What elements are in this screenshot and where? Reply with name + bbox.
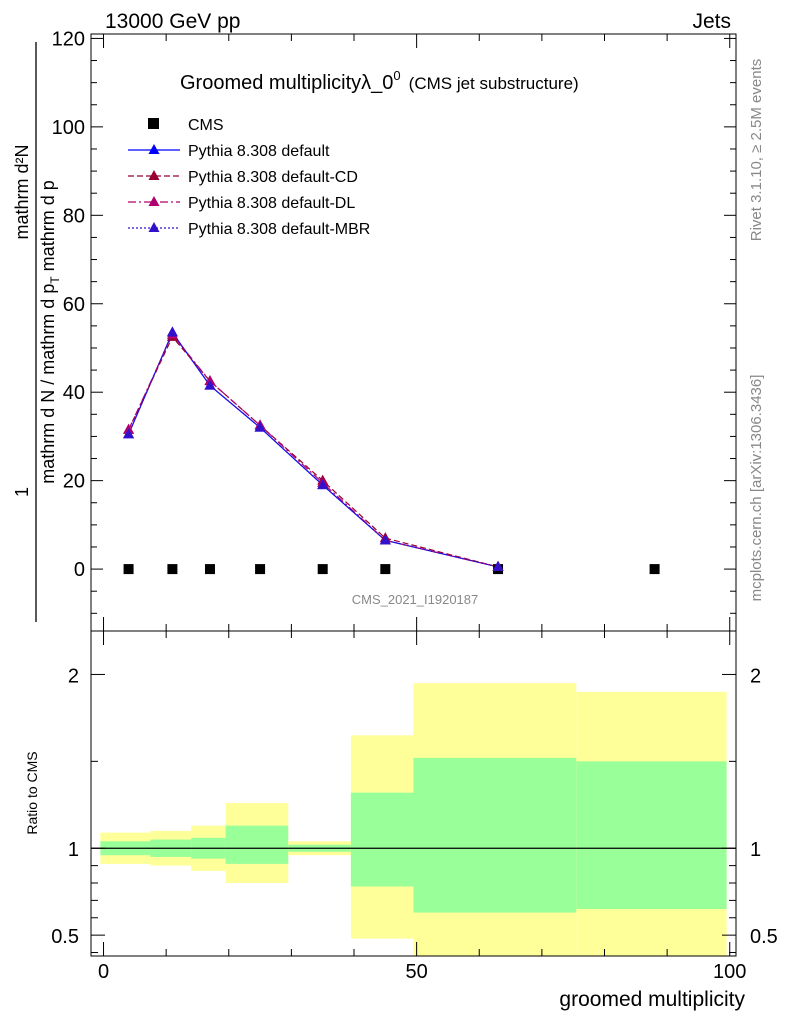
ylabel-denominator: mathrm d N / mathrm d pT mathrm d p	[38, 180, 62, 483]
legend-entry: Pythia 8.308 default-MBR	[128, 221, 370, 238]
cms-data-point	[380, 564, 391, 575]
x-tick-label: 100	[713, 961, 746, 983]
legend-entry: CMS	[148, 117, 224, 134]
ratio-y-tick-label: 2	[68, 665, 79, 687]
series-marker	[254, 421, 266, 432]
cms-data-point	[123, 564, 134, 575]
series-line	[128, 333, 499, 568]
y-tick-label: 0	[74, 559, 85, 581]
x-axis-label: groomed multiplicity	[559, 988, 745, 1011]
ratio-band-green	[413, 757, 577, 913]
series-marker	[492, 560, 504, 571]
x-tick-label: 50	[406, 961, 428, 983]
ratio-y-tick-label: 0.5	[51, 926, 79, 948]
bottom-frame	[90, 630, 737, 957]
ratio-band-green	[350, 792, 414, 887]
y-tick-label: 40	[63, 382, 85, 404]
series-line	[128, 335, 499, 568]
top-panel: 0 20 40 60 80 100 120 Groomed multiplicityλ_00…	[12, 28, 737, 632]
rivet-label: Rivet 3.1.10, ≥ 2.5M events	[748, 59, 765, 242]
cms-data-point	[204, 564, 215, 575]
ylabel-numerator: mathrm d²N	[12, 144, 32, 239]
bottom-panel: 0.5 0.5 1 1 2 2 0 50 100 Ratio to CMS groomed mu…	[24, 630, 778, 1011]
ratio-band-green	[576, 761, 727, 910]
ratio-y-tick-label: 1	[68, 839, 79, 861]
series-marker	[379, 534, 391, 545]
legend-label: Pythia 8.308 default-CD	[188, 169, 358, 186]
ylabel-frac-one: 1	[12, 487, 32, 497]
legend-label: Pythia 8.308 default-MBR	[188, 221, 370, 238]
y-axis-label: 1 mathrm d²N mathrm d N / mathrm d pT ma…	[12, 42, 62, 622]
legend-swatch-marker	[148, 196, 160, 206]
watermark-label: CMS_2021_I1920187	[352, 592, 479, 607]
legend-swatch	[148, 118, 159, 129]
ratio-y-tick-label-right: 1	[750, 839, 761, 861]
ratio-axis-label: Ratio to CMS	[24, 751, 40, 834]
series-marker	[123, 428, 135, 439]
series-line	[128, 331, 499, 568]
ratio-y-tick-label-right: 2	[750, 665, 761, 687]
series-marker	[204, 379, 216, 390]
y-tick-label: 100	[52, 117, 85, 139]
mcplots-label: mcplots.cern.ch [arXiv:1306.3436]	[748, 375, 765, 602]
legend-label: Pythia 8.308 default	[188, 143, 330, 160]
cms-data-point	[255, 564, 266, 575]
plot-title: Groomed multiplicityλ_00 (CMS jet substru…	[180, 68, 579, 94]
y-tick-label: 20	[63, 471, 85, 493]
legend-entry: Pythia 8.308 default	[128, 143, 330, 160]
legend-label: Pythia 8.308 default-DL	[188, 195, 355, 212]
cms-data-point	[167, 564, 178, 575]
y-tick-label: 60	[63, 294, 85, 316]
ratio-y-tick-label-right: 0.5	[750, 926, 778, 948]
header-left: 13000 GeV pp	[105, 10, 240, 33]
y-tick-label: 80	[63, 205, 85, 227]
series-line	[128, 331, 499, 568]
cms-data-point	[317, 564, 328, 575]
legend-swatch-marker	[148, 222, 160, 232]
cms-data-point	[649, 564, 660, 575]
legend-swatch-marker	[148, 144, 160, 154]
legend-entry: Pythia 8.308 default-DL	[128, 195, 355, 212]
ratio-band-green	[225, 825, 289, 864]
series-marker	[317, 479, 329, 490]
header-right: Jets	[692, 10, 731, 33]
legend-label: CMS	[188, 117, 224, 134]
x-tick-label: 0	[98, 961, 109, 983]
y-tick-label: 120	[52, 28, 85, 50]
legend: CMS Pythia 8.308 default Pythia 8.308 defa…	[128, 117, 370, 238]
legend-swatch-marker	[148, 170, 160, 180]
legend-entry: Pythia 8.308 default-CD	[128, 169, 358, 186]
series-marker	[166, 326, 178, 337]
